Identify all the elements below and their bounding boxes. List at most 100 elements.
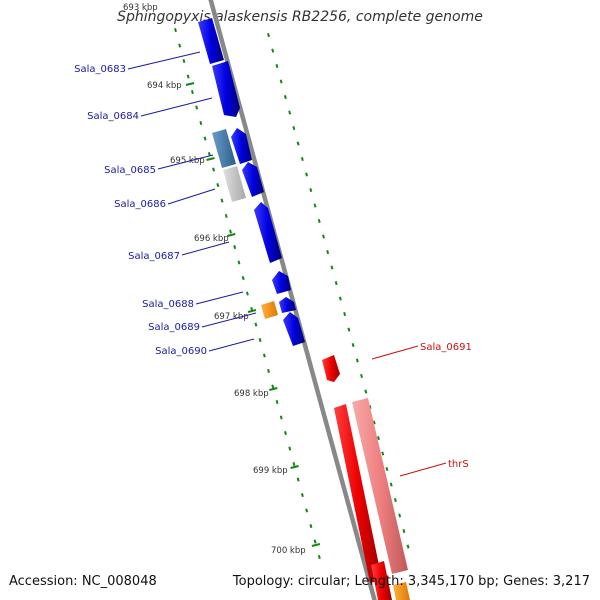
tick-mark	[300, 493, 304, 498]
gene-red-bottom	[371, 561, 392, 600]
gene-label-Sala_0688[interactable]: Sala_0688	[142, 299, 194, 310]
tick-mark	[271, 48, 275, 53]
gene-Sala_0689[interactable]	[279, 297, 296, 313]
tick-mark	[296, 141, 300, 146]
tick-mark	[360, 374, 363, 379]
tick-mark	[402, 529, 406, 534]
tick-mark	[275, 400, 279, 405]
major-tick-mark	[206, 157, 215, 161]
tick-mark	[284, 431, 287, 436]
tick-mark	[338, 296, 342, 301]
tick-mark	[258, 338, 262, 343]
major-tick-mark	[226, 233, 236, 237]
tick-mark	[279, 79, 283, 84]
scale-label-696: 696 kbp	[194, 234, 229, 244]
tick-track	[174, 28, 410, 560]
gene-Sala_0686[interactable]	[242, 162, 264, 197]
major-tick-mark	[290, 465, 299, 469]
gene-Sala_0683[interactable]	[198, 18, 224, 64]
tick-mark	[355, 358, 359, 363]
gene-label-Sala_0685[interactable]: Sala_0685	[104, 165, 156, 176]
tick-mark	[322, 234, 325, 239]
major-tick-mark	[311, 543, 321, 547]
gene-Sala_0690[interactable]	[283, 312, 305, 346]
gene-orange-block	[261, 301, 278, 319]
tick-mark	[190, 90, 194, 95]
major-tick-mark	[269, 387, 278, 391]
gene-orange-bottom	[393, 582, 410, 600]
genome-summary: Topology: circular; Length: 3,345,170 bp…	[232, 574, 590, 589]
tick-mark	[296, 477, 300, 482]
tick-mark	[207, 152, 211, 157]
tick-mark	[195, 105, 199, 110]
tick-mark	[186, 74, 190, 79]
scale-labels: 693 kbp 694 kbp 695 kbp 696 kbp 697 kbp …	[123, 3, 306, 556]
gene-label-Sala_0689[interactable]: Sala_0689	[148, 322, 200, 333]
tick-mark	[254, 322, 258, 327]
tick-mark	[313, 539, 317, 544]
gene-label-Sala_0686[interactable]: Sala_0686	[114, 199, 166, 210]
gene-thrS-secondary[interactable]	[352, 398, 408, 574]
tick-mark	[275, 64, 279, 69]
gene-steel-block	[212, 129, 236, 168]
gene-Sala_0691[interactable]	[322, 355, 340, 382]
tick-mark	[309, 188, 313, 193]
scale-label-699: 699 kbp	[253, 466, 288, 476]
gene-Sala_0688[interactable]	[272, 271, 291, 294]
tick-mark	[271, 384, 275, 389]
tick-mark	[199, 121, 203, 126]
tick-mark	[364, 389, 368, 394]
tick-mark	[305, 508, 309, 513]
tick-mark	[216, 183, 220, 188]
gene-label-Sala_0691[interactable]: Sala_0691	[420, 342, 472, 353]
forward-strand-genes	[198, 18, 305, 346]
tick-mark	[267, 33, 270, 38]
tick-mark	[288, 110, 292, 115]
tick-mark	[178, 43, 182, 48]
gene-thrS-primary[interactable]	[334, 404, 382, 583]
gene-Sala_0687[interactable]	[254, 202, 282, 263]
tick-mark	[262, 353, 266, 358]
tick-mark	[347, 327, 351, 332]
tick-mark	[220, 198, 224, 203]
gene-Sala_0685[interactable]	[231, 128, 252, 164]
tick-mark	[229, 229, 232, 234]
tick-mark	[372, 420, 376, 425]
gene-label-Sala_0683[interactable]: Sala_0683	[74, 64, 126, 75]
tick-mark	[203, 136, 207, 141]
tick-mark	[292, 126, 296, 131]
tick-mark	[237, 260, 241, 265]
gene-Sala_0684[interactable]	[212, 61, 240, 117]
tick-mark	[224, 214, 228, 219]
scale-label-698: 698 kbp	[234, 389, 269, 399]
tick-mark	[326, 250, 330, 255]
tick-mark	[174, 28, 177, 33]
tick-mark	[288, 446, 292, 451]
gene-label-Sala_0690[interactable]: Sala_0690	[155, 346, 207, 357]
tick-mark	[385, 467, 389, 472]
reverse-strand-genes	[322, 355, 410, 600]
tick-mark	[267, 369, 270, 374]
scale-label-700: 700 kbp	[271, 546, 306, 556]
scale-label-697: 697 kbp	[214, 312, 249, 322]
tick-mark	[393, 498, 397, 503]
accession-label: Accession: NC_008048	[9, 574, 157, 589]
leader-lines	[127, 51, 447, 477]
tick-mark	[300, 157, 304, 162]
tick-mark	[398, 513, 402, 518]
tick-mark	[334, 281, 338, 286]
gene-label-Sala_0684[interactable]: Sala_0684	[87, 111, 139, 122]
tick-mark	[241, 276, 245, 281]
tick-mark	[233, 245, 237, 250]
tick-mark	[330, 265, 334, 270]
gene-label-Sala_0687[interactable]: Sala_0687	[128, 251, 180, 262]
scale-label-694: 694 kbp	[147, 81, 182, 91]
tick-mark	[377, 436, 380, 441]
tick-mark	[317, 219, 321, 224]
tick-mark	[182, 59, 186, 64]
tick-mark	[305, 172, 308, 177]
major-tick-mark	[247, 309, 257, 313]
gene-label-thrS[interactable]: thrS	[448, 459, 469, 470]
tick-mark	[317, 555, 321, 560]
